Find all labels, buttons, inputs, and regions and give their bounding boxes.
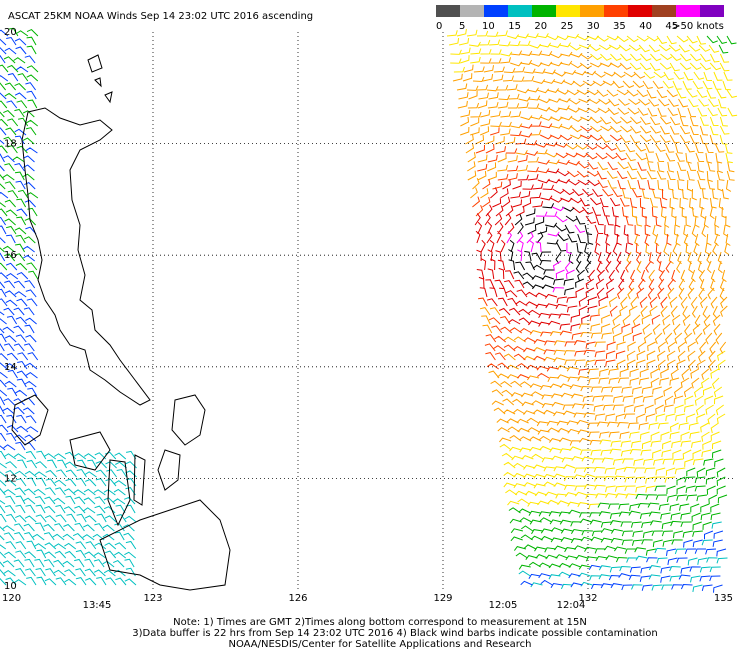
islets (87, 54, 113, 104)
note-line: NOAA/NESDIS/Center for Satellite Applica… (228, 639, 531, 650)
legend-swatch (436, 5, 460, 17)
note-line: Note: 1) Times are GMT 2)Times along bot… (173, 617, 587, 628)
mindoro (11, 394, 49, 446)
title: ASCAT 25KM NOAA Winds Sep 14 23:02 UTC 2… (8, 11, 313, 22)
legend-label: 20 (534, 21, 547, 32)
legend-swatch (676, 5, 700, 17)
legend-label: 40 (639, 21, 652, 32)
legend-swatch (628, 5, 652, 17)
barb-group (0, 450, 728, 592)
samar (171, 394, 206, 446)
lat-label: 14 (4, 362, 17, 373)
legend-label: 0 (436, 21, 442, 32)
legend-swatch (604, 5, 628, 17)
legend-swatch (460, 5, 484, 17)
legend-swatch (484, 5, 508, 17)
lon-label: 123 (143, 593, 162, 604)
barb-group (508, 203, 594, 296)
lat-label: 10 (4, 581, 17, 592)
coastlines (11, 54, 231, 591)
legend-swatch (532, 5, 556, 17)
legend-label: >50 knots (672, 21, 724, 32)
lon-label: 135 (714, 593, 733, 604)
barb-group (0, 27, 737, 570)
legend-label: 45 (665, 21, 678, 32)
legend-label: 5 (459, 21, 465, 32)
legend-label: 35 (613, 21, 626, 32)
legend-swatch (700, 5, 724, 17)
legend-swatch (508, 5, 532, 17)
lon-label: 129 (433, 593, 452, 604)
legend-swatch (556, 5, 580, 17)
lat-label: 12 (4, 473, 17, 484)
wind-barbs (0, 27, 738, 593)
barb-group (452, 50, 735, 446)
legend-swatch (652, 5, 676, 17)
legend-swatch (580, 5, 604, 17)
lat-label: 16 (4, 250, 17, 261)
legend-label: 25 (561, 21, 574, 32)
luzon (21, 107, 151, 406)
time-label: 13:45 (83, 600, 112, 611)
legend-label: 15 (508, 21, 521, 32)
legend-label: 30 (587, 21, 600, 32)
negros-cebu (107, 454, 146, 527)
lon-label: 120 (2, 593, 21, 604)
time-label: 12:05 (489, 600, 518, 611)
panay (69, 431, 111, 471)
barb-group (472, 121, 676, 379)
note-line: 3)Data buffer is 22 hrs from Sep 14 23:0… (132, 628, 657, 639)
legend-label: 10 (482, 21, 495, 32)
barb-group (474, 168, 633, 332)
barb-group (0, 29, 727, 593)
lon-label: 126 (288, 593, 307, 604)
barb-group (506, 206, 586, 293)
lon-label: 132 (578, 593, 597, 604)
lat-label: 18 (4, 139, 17, 150)
barb-group (446, 28, 738, 510)
leyte (157, 449, 181, 491)
lat-label: 20 (4, 27, 17, 38)
mindanao (99, 499, 231, 591)
time-label: 12:04 (557, 600, 586, 611)
map-frame: 120 123 126 129 132 135 20 18 16 14 12 10 13:45 12:05… (2, 27, 733, 611)
